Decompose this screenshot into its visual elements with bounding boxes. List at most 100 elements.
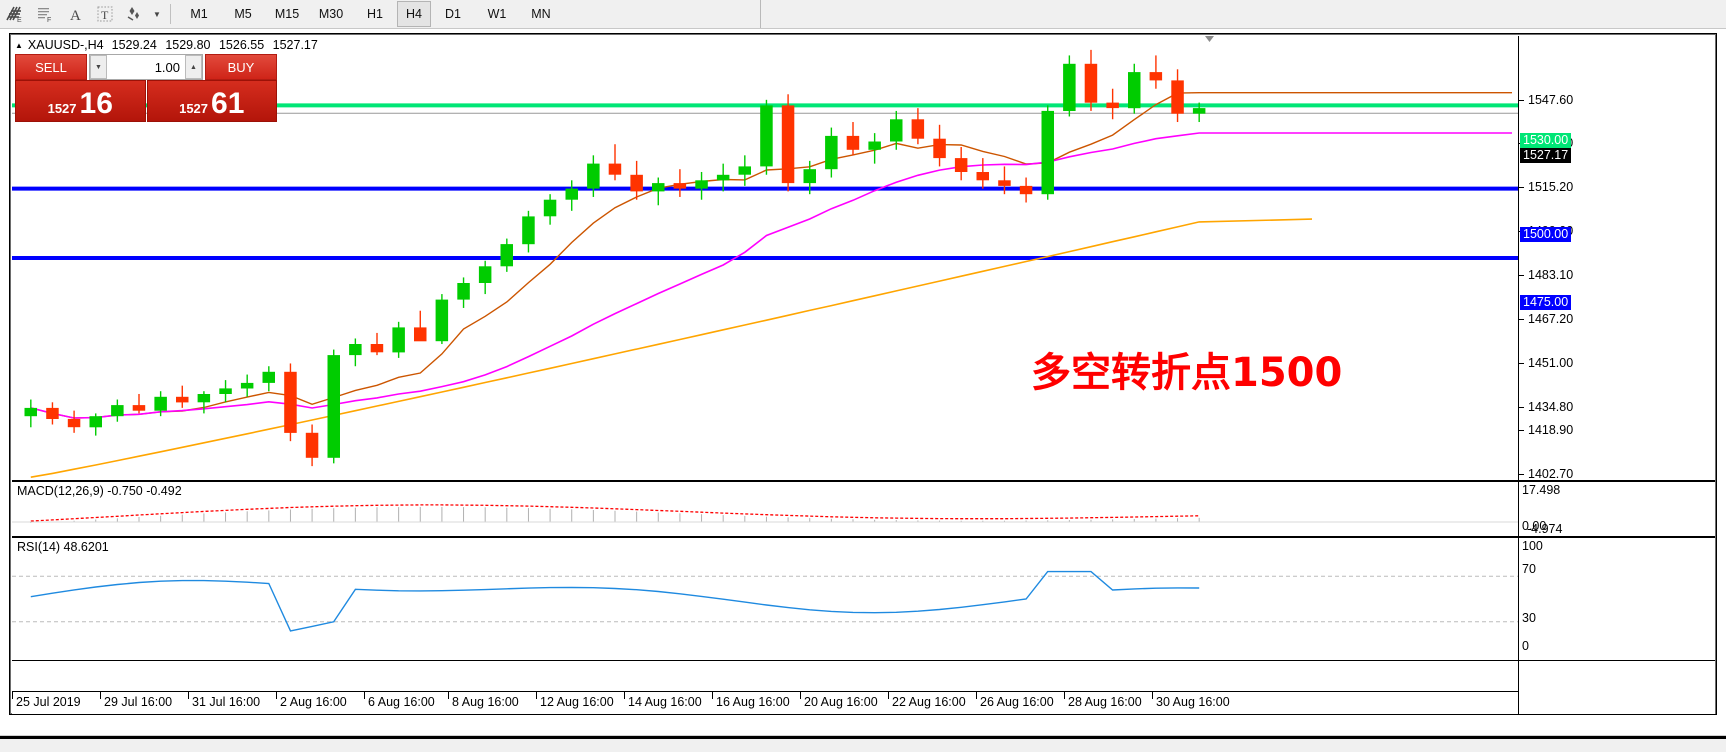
price-tick: 1418.90 [1519,423,1573,437]
macd-scale: 17.498 0.00 -4.974 [1518,482,1716,536]
chart-title-bar: ▲ XAUUSD-,H4 1529.24 1529.80 1526.55 152… [13,37,323,53]
timeframe-m30[interactable]: M30 [318,7,344,21]
rsi-pane: RSI(14) 48.6201 100 70 30 0 [12,538,1715,661]
time-axis-label: 25 Jul 2019 [16,695,81,709]
rsi-label: RSI(14) 48.6201 [17,540,109,554]
toolbar-separator [170,4,171,24]
time-tick-mark [1152,692,1153,699]
ask-line-tag: 1530.00 [1520,133,1572,148]
chart-expand-icon[interactable]: ▲ [15,40,23,50]
time-tick-mark [12,692,13,699]
svg-text:F: F [47,17,51,23]
timeframe-d1[interactable]: D1 [445,7,461,21]
time-axis-label: 22 Aug 16:00 [892,695,966,709]
rsi-tick-0: 0 [1522,639,1529,653]
time-tick-mark [624,692,625,699]
rsi-tick-70: 70 [1522,562,1536,576]
chart-annotation-text: 多空转折点1500 [1031,350,1343,396]
support-tag-1500: 1500.00 [1520,227,1572,242]
scrollbar-thumb-cap[interactable] [186,736,304,739]
timeframe-mn[interactable]: MN [531,7,551,21]
timeframe-w1[interactable]: W1 [487,7,507,21]
volume-decrease-icon[interactable]: ▼ [90,55,107,79]
sell-price-pips: 16 [79,87,113,120]
time-tick-mark [448,692,449,699]
rsi-tick-30: 30 [1522,611,1536,625]
price-scale[interactable]: 1547.60 1531.40 1515.20 1499.00 1483.10 … [1518,36,1716,481]
sell-price-box[interactable]: 1527 16 [15,80,146,122]
timeframe-h4[interactable]: H4 [397,1,431,27]
rsi-plot[interactable] [12,538,1518,660]
objects-icon[interactable] [120,1,150,27]
price-pane: 1547.60 1531.40 1515.20 1499.00 1483.10 … [12,36,1715,482]
svg-text:T: T [101,8,109,22]
sell-button[interactable]: SELL [15,54,87,80]
text-label-icon[interactable]: T [90,1,120,27]
price-tick: 1515.20 [1519,180,1573,194]
toolbar-edge-divider [760,0,761,28]
svg-text:E: E [17,17,22,23]
time-axis-label: 2 Aug 16:00 [280,695,347,709]
buy-button[interactable]: BUY [205,54,277,80]
objects-dropdown-caret-icon[interactable]: ▼ [153,9,161,19]
main-toolbar: E F A T ▼ M1 M5 M15 M30 H1 H4 [0,0,1726,29]
volume-increase-icon[interactable]: ▲ [185,55,202,79]
time-axis-label: 28 Aug 16:00 [1068,695,1142,709]
time-tick-mark [800,692,801,699]
time-axis-label: 26 Aug 16:00 [980,695,1054,709]
chart-collapse-arrow-icon[interactable] [1205,29,1214,42]
price-tick: 1402.70 [1519,467,1573,481]
time-pane: 25 Jul 2019 29 Jul 16:00 31 Jul 16:00 2 Aug… [12,661,1715,714]
price-tick: 1434.80 [1519,400,1573,414]
trade-panel-prices: 1527 16 1527 61 [15,80,277,122]
chart-window: ▲ XAUUSD-,H4 1529.24 1529.80 1526.55 152… [9,33,1717,715]
time-tick-mark [100,692,101,699]
timeframe-m15[interactable]: M15 [274,7,300,21]
indicators-icon[interactable]: E [0,1,30,27]
one-click-trading-panel: SELL ▼ 1.00 ▲ BUY 1527 16 1527 61 [15,54,277,122]
time-axis[interactable]: 25 Jul 2019 29 Jul 16:00 31 Jul 16:00 2 Aug… [12,691,1518,714]
time-tick-mark [364,692,365,699]
time-tick-mark [712,692,713,699]
macd-label: MACD(12,26,9) -0.750 -0.492 [17,484,182,498]
ohlc-open: 1529.24 [111,38,157,52]
price-tick: 1451.00 [1519,356,1573,370]
time-axis-label: 6 Aug 16:00 [368,695,435,709]
buy-price-box[interactable]: 1527 61 [146,80,277,122]
ohlc-low: 1526.55 [218,38,265,52]
timeframe-m5[interactable]: M5 [234,7,252,21]
timeframe-h1[interactable]: H1 [367,7,383,21]
volume-stepper[interactable]: ▼ 1.00 ▲ [89,54,203,80]
scrollbar-track-right[interactable] [304,736,1726,739]
chart-ohlc: 1529.24 1529.80 1526.55 1527.17 [112,38,323,52]
support-tag-1475: 1475.00 [1520,295,1572,310]
time-axis-label: 31 Jul 16:00 [192,695,261,709]
horizontal-scrollbar[interactable] [0,735,1726,752]
time-axis-label: 8 Aug 16:00 [452,695,519,709]
time-tick-mark [888,692,889,699]
ohlc-close: 1527.17 [272,38,318,52]
sell-price-prefix: 1527 [47,101,77,116]
scrollbar-track-left[interactable] [0,736,186,739]
time-tick-mark [1064,692,1065,699]
time-axis-label: 20 Aug 16:00 [804,695,878,709]
macd-pane: MACD(12,26,9) -0.750 -0.492 17.498 0.00 … [12,482,1715,538]
time-pane-scale-filler [1518,661,1716,714]
price-tick: 1483.10 [1519,268,1573,282]
price-tick: 1467.20 [1519,312,1573,326]
macd-plot[interactable] [12,482,1518,536]
text-icon[interactable]: A [60,1,90,27]
buy-price-prefix: 1527 [179,101,209,116]
macd-tick-bottom: -4.974 [1527,522,1563,536]
timeframe-m1[interactable]: M1 [190,7,208,21]
time-tick-mark [536,692,537,699]
templates-icon[interactable]: F [30,1,60,27]
time-axis-label: 16 Aug 16:00 [716,695,790,709]
price-tick: 1547.60 [1519,93,1573,107]
macd-tick-zero: 0.00 [1522,519,1547,533]
chart-window-inner: ▲ XAUUSD-,H4 1529.24 1529.80 1526.55 152… [10,34,1716,714]
volume-value[interactable]: 1.00 [154,59,180,75]
time-axis-label: 14 Aug 16:00 [628,695,702,709]
time-tick-mark [976,692,977,699]
rsi-tick-100: 100 [1522,539,1543,553]
